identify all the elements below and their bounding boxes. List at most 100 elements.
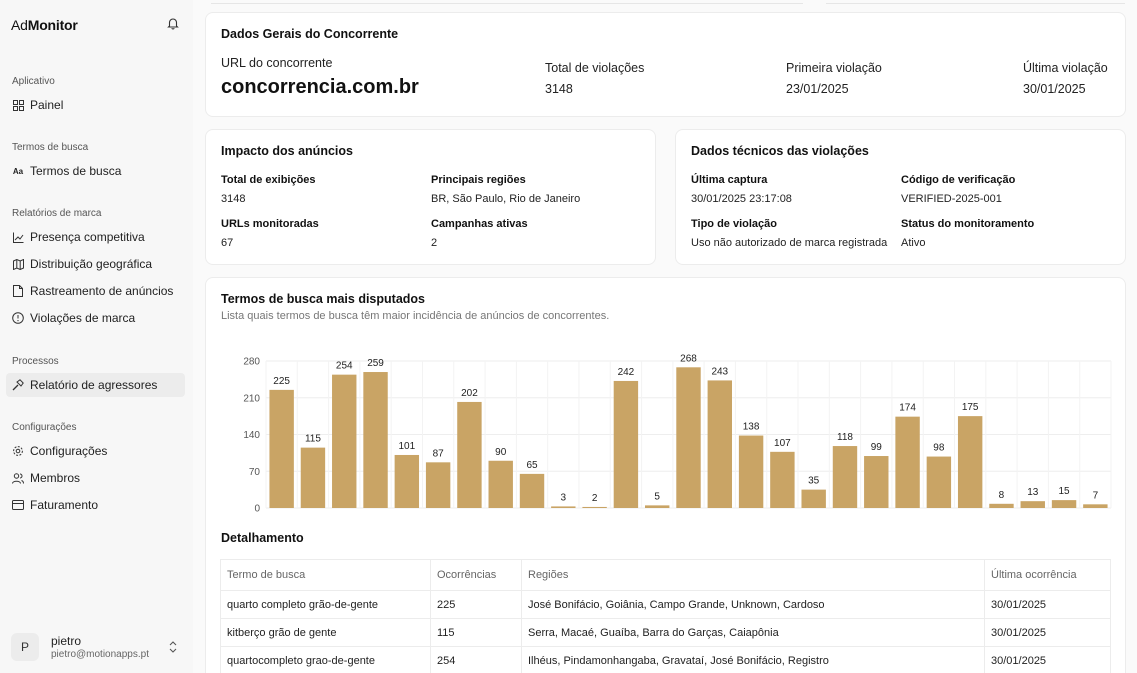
bar-value-label: 8 bbox=[999, 490, 1005, 501]
urls-label: URLs monitoradas bbox=[221, 218, 319, 230]
bar[interactable] bbox=[957, 416, 983, 508]
map-icon bbox=[12, 258, 24, 270]
bar-value-label: 175 bbox=[962, 402, 979, 413]
table-row[interactable]: quarto completo grão-de-gente 225 José B… bbox=[220, 590, 1111, 619]
bar-value-label: 5 bbox=[654, 491, 660, 502]
bar-value-label: 202 bbox=[461, 388, 478, 399]
bar-value-label: 98 bbox=[933, 443, 945, 454]
bar[interactable] bbox=[1020, 501, 1045, 508]
section-termos: Termos de busca bbox=[12, 142, 89, 153]
sidebar-item-relatorio-agressores[interactable]: Relatório de agressores bbox=[6, 373, 185, 397]
y-tick-label: 140 bbox=[243, 430, 260, 441]
bar[interactable] bbox=[644, 505, 670, 508]
last-violation-label: Última violação bbox=[1023, 61, 1108, 75]
sidebar-item-painel[interactable]: Painel bbox=[6, 93, 185, 117]
cell-occurrences: 254 bbox=[430, 646, 522, 673]
cell-last-occurrence: 30/01/2025 bbox=[984, 618, 1111, 647]
bar[interactable] bbox=[895, 416, 920, 508]
bar[interactable] bbox=[989, 503, 1014, 508]
impressions-value: 3148 bbox=[221, 193, 246, 205]
bar[interactable] bbox=[300, 447, 326, 508]
user-menu[interactable]: P pietro pietro@motionapps.pt bbox=[11, 633, 183, 663]
gear-icon bbox=[12, 445, 24, 457]
sidebar-item-violacoes-marca[interactable]: Violações de marca bbox=[6, 306, 185, 330]
bar[interactable] bbox=[551, 506, 576, 508]
document-icon bbox=[12, 285, 24, 297]
bar[interactable] bbox=[707, 380, 733, 508]
impact-title: Impacto dos anúncios bbox=[221, 144, 353, 158]
col-occurrences[interactable]: Ocorrências bbox=[430, 559, 522, 591]
table-row[interactable]: kitberço grão de gente 115 Serra, Macaé,… bbox=[220, 618, 1111, 647]
credit-card-icon bbox=[12, 499, 24, 511]
bar[interactable] bbox=[676, 367, 701, 508]
bar-value-label: 225 bbox=[273, 376, 290, 387]
bar[interactable] bbox=[801, 489, 826, 508]
url-label: URL do concorrente bbox=[221, 56, 333, 70]
users-icon bbox=[12, 472, 24, 484]
status-label: Status do monitoramento bbox=[901, 218, 1035, 230]
bar-value-label: 268 bbox=[680, 353, 697, 364]
bar-value-label: 3 bbox=[561, 492, 567, 503]
general-card: Dados Gerais do Concorrente URL do conco… bbox=[205, 12, 1126, 117]
cell-regions: José Bonifácio, Goiânia, Campo Grande, U… bbox=[521, 590, 985, 619]
detail-title: Detalhamento bbox=[221, 531, 304, 545]
top-divider bbox=[211, 0, 803, 4]
col-last-occurrence[interactable]: Última ocorrência bbox=[984, 559, 1111, 591]
impressions-label: Total de exibições bbox=[221, 174, 316, 186]
capture-label: Última captura bbox=[691, 174, 768, 186]
bar[interactable] bbox=[425, 462, 451, 508]
competitor-url[interactable]: concorrencia.com.br bbox=[221, 76, 419, 98]
cell-term: quarto completo grão-de-gente bbox=[220, 590, 431, 619]
y-tick-label: 210 bbox=[243, 393, 260, 404]
bar[interactable] bbox=[394, 454, 420, 508]
bar[interactable] bbox=[457, 401, 482, 508]
chevron-up-down-icon[interactable] bbox=[168, 640, 178, 654]
chart-line-icon bbox=[12, 231, 24, 243]
y-tick-label: 0 bbox=[254, 504, 260, 515]
sidebar-item-label: Distribuição geográfica bbox=[30, 257, 153, 271]
main-content: Dados Gerais do Concorrente URL do conco… bbox=[193, 0, 1137, 673]
table-header-row: Termo de busca Ocorrências Regiões Últim… bbox=[220, 559, 1111, 591]
user-email: pietro@motionapps.pt bbox=[51, 649, 149, 660]
bar[interactable] bbox=[582, 506, 607, 508]
code-value: VERIFIED-2025-001 bbox=[901, 193, 1002, 205]
bar[interactable] bbox=[1083, 504, 1108, 508]
sidebar-item-membros[interactable]: Membros bbox=[6, 466, 185, 490]
col-term[interactable]: Termo de busca bbox=[220, 559, 431, 591]
impact-card: Impacto dos anúncios Total de exibições … bbox=[205, 129, 656, 265]
sidebar-item-distribuicao-geografica[interactable]: Distribuição geográfica bbox=[6, 252, 185, 276]
bell-icon[interactable] bbox=[166, 16, 180, 30]
sidebar-item-faturamento[interactable]: Faturamento bbox=[6, 493, 185, 517]
last-violation-value: 30/01/2025 bbox=[1023, 82, 1086, 96]
bar-value-label: 242 bbox=[618, 367, 635, 378]
bar[interactable] bbox=[926, 456, 952, 508]
first-violation-label: Primeira violação bbox=[786, 61, 882, 75]
col-regions[interactable]: Regiões bbox=[521, 559, 985, 591]
table-row[interactable]: quartocompleto grao-de-gente 254 Ilhéus,… bbox=[220, 646, 1111, 673]
sidebar-item-termos-de-busca[interactable]: Aa Termos de busca bbox=[6, 159, 185, 183]
bar[interactable] bbox=[488, 460, 513, 508]
sidebar-item-rastreamento-anuncios[interactable]: Rastreamento de anúncios bbox=[6, 279, 185, 303]
bar[interactable] bbox=[332, 374, 357, 508]
bar[interactable] bbox=[864, 456, 889, 508]
sidebar-item-label: Membros bbox=[30, 471, 81, 485]
sidebar-item-label: Presença competitiva bbox=[30, 230, 145, 244]
code-label: Código de verificação bbox=[901, 174, 1016, 186]
sidebar-item-presenca-competitiva[interactable]: Presença competitiva bbox=[6, 225, 185, 249]
bar[interactable] bbox=[770, 451, 795, 508]
violation-type-label: Tipo de violação bbox=[691, 218, 777, 230]
sidebar-item-label: Faturamento bbox=[30, 498, 99, 512]
bar[interactable] bbox=[269, 389, 294, 508]
bar[interactable] bbox=[832, 446, 858, 508]
bar[interactable] bbox=[738, 435, 764, 508]
regions-value: BR, São Paulo, Rio de Janeiro bbox=[431, 193, 581, 205]
bar[interactable] bbox=[613, 380, 639, 508]
y-tick-label: 70 bbox=[249, 467, 261, 478]
app-logo[interactable]: AdMonitor bbox=[11, 17, 78, 33]
sidebar-item-label: Rastreamento de anúncios bbox=[30, 284, 174, 298]
bar[interactable] bbox=[1051, 500, 1077, 508]
sidebar-item-label: Painel bbox=[30, 98, 64, 112]
bar[interactable] bbox=[363, 372, 388, 508]
sidebar-item-configuracoes[interactable]: Configurações bbox=[6, 439, 185, 463]
bar[interactable] bbox=[519, 473, 545, 508]
